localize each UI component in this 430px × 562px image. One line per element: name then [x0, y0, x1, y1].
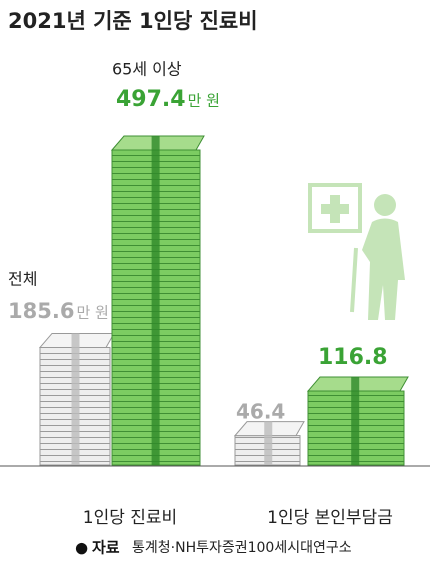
bill-band — [264, 421, 273, 465]
series-name: 전체 — [8, 270, 37, 289]
bill-band — [351, 377, 360, 465]
value-label: 185.6 — [8, 299, 74, 323]
elderly-icon — [308, 183, 405, 320]
source-text: 통계청·NH투자증권100세시대연구소 — [132, 540, 352, 556]
series-name: 65세 이상 — [112, 60, 182, 79]
value-label: 116.8 — [318, 345, 388, 370]
unit-label: 만 원 — [188, 92, 220, 110]
source-label: 자료 — [92, 539, 120, 557]
unit-label: 만 원 — [76, 304, 108, 322]
category-label: 1인당 진료비 — [83, 508, 177, 528]
source-bullet: ● — [75, 539, 88, 557]
chart-title: 2021년 기준 1인당 진료비 — [8, 9, 258, 33]
bill-band — [71, 333, 80, 465]
value-label: 497.4 — [116, 87, 186, 112]
bill-band — [151, 136, 160, 465]
value-label: 46.4 — [236, 400, 285, 424]
category-label: 1인당 본인부담금 — [267, 508, 393, 528]
